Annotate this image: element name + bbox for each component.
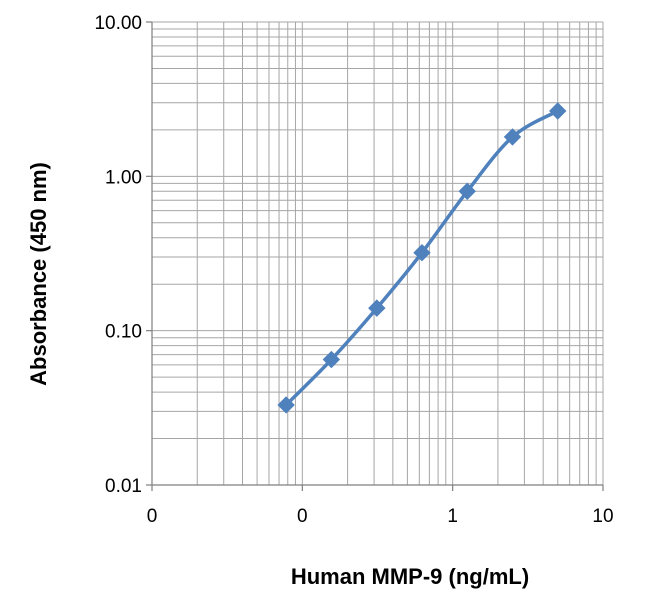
y-tick-labels: 0.01 0.10 1.00 10.00 — [94, 13, 142, 497]
data-point-marker — [458, 182, 476, 200]
x-tick-label: 1 — [447, 506, 458, 527]
data-point-marker — [413, 243, 431, 262]
data-point-marker — [277, 396, 295, 414]
data-point-marker — [368, 299, 386, 317]
x-tick-label: 0 — [147, 506, 158, 527]
data-series — [277, 102, 567, 414]
y-tick-label: 0.10 — [105, 322, 142, 343]
chart-grid — [152, 21, 604, 485]
x-tick-label: 0 — [297, 506, 308, 527]
x-axis-title: Human MMP-9 (ng/mL) — [291, 564, 529, 589]
x-tick-label: 10 — [592, 506, 613, 527]
y-tick-label: 1.00 — [105, 167, 142, 188]
data-point-marker — [549, 102, 567, 120]
data-point-marker — [503, 128, 522, 146]
data-point-marker — [322, 350, 341, 369]
y-axis-title: Absorbance (450 nm) — [26, 162, 51, 386]
y-tick-label: 0.01 — [105, 476, 142, 497]
chart-axes — [146, 21, 604, 491]
y-tick-label: 10.00 — [94, 13, 142, 34]
x-tick-labels: 0 0 1 10 — [147, 506, 614, 527]
